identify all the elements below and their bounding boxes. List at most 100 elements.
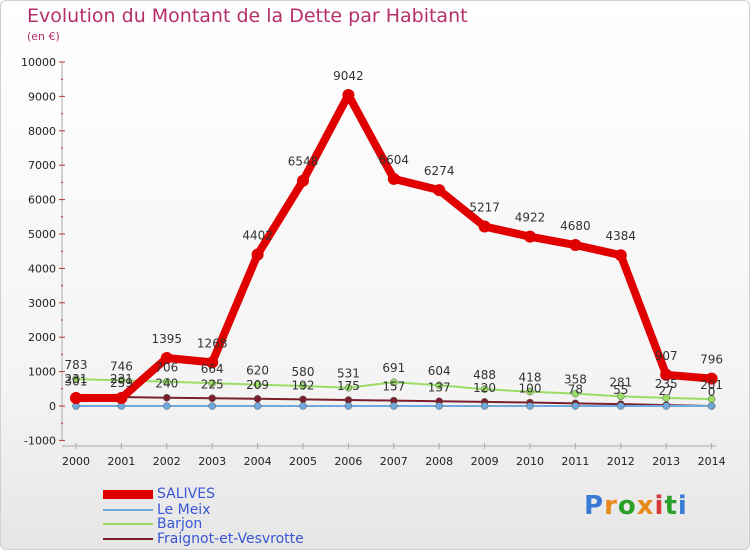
data-label-0: 907 [655,349,678,363]
x-tick-label: 2011 [561,455,589,468]
x-tick-label: 2005 [289,455,317,468]
legend-label-barjon: Barjon [157,516,203,532]
x-tick-label: 2007 [380,455,408,468]
data-point-3 [208,394,216,403]
y-tick-label: 5000 [28,228,56,241]
data-label-0: 4384 [606,229,637,243]
data-point-0 [478,220,491,233]
data-point-0 [70,392,82,405]
axes: -100001000200030004000500060007000800090… [21,56,726,468]
data-label-3: 100 [519,382,542,396]
data-point-0 [614,249,627,262]
y-tick-label: -1000 [24,434,56,447]
series-line-0 [72,90,716,403]
legend-item-le-meix: Le Meix [103,502,210,518]
data-point-0 [251,248,264,261]
data-label-2: 580 [292,365,315,379]
data-label-2: 418 [519,371,542,385]
series-lines [70,88,718,410]
data-point-0 [524,230,536,243]
data-point-1 [526,402,534,410]
data-label-2: 691 [382,361,405,375]
data-label-3: 27 [659,384,674,398]
x-tick-label: 2009 [471,455,499,468]
data-label-3: 259 [110,376,133,390]
legend-label-le-meix: Le Meix [157,502,211,518]
value-labels: 231 231 1395 1268 4402 6548 9042 6604 6274 5217 49… [65,69,724,399]
data-point-2 [344,383,353,392]
data-label-2: 235 [655,377,678,391]
x-tick-label: 2012 [607,455,635,468]
data-point-2 [208,379,216,387]
data-label-2: 358 [564,373,587,387]
data-point-2 [299,382,307,390]
legend-item-salives: SALIVES [103,486,215,502]
data-label-3: 0 [708,385,716,399]
data-label-2: 531 [337,367,360,381]
data-label-3: 175 [337,379,360,393]
legend-swatch-salives [103,489,153,499]
data-point-2 [390,378,398,386]
data-label-3: 137 [428,380,451,394]
legend-swatch-barjon [103,523,153,525]
data-label-0: 796 [700,353,723,367]
data-label-3: 301 [65,375,88,389]
x-tick-label: 2006 [334,455,362,468]
data-point-2 [435,381,443,389]
data-point-0 [297,174,309,187]
data-point-2 [117,376,126,385]
data-point-0 [705,372,718,385]
data-label-3: 78 [568,382,583,396]
data-point-1 [617,402,625,410]
data-label-0: 231 [65,372,88,386]
data-label-2: 746 [110,359,133,373]
data-label-2: 201 [700,378,723,392]
data-label-0: 4922 [515,211,546,225]
data-point-0 [206,356,219,369]
legend-swatch-le-meix [103,509,153,511]
data-point-3 [253,395,262,403]
y-tick-label: 9000 [28,90,56,103]
data-label-0: 1395 [152,332,183,346]
data-point-3 [299,395,307,404]
x-tick-label: 2002 [153,455,181,468]
x-tick-label: 2008 [425,455,453,468]
data-point-1 [344,402,353,410]
x-tick-label: 2004 [244,455,272,468]
data-point-2 [72,375,80,383]
data-label-3: 240 [155,377,178,391]
y-tick-label: 6000 [28,194,56,207]
legend-swatch-fraignot [103,538,153,540]
x-tick-label: 2003 [198,455,226,468]
chart-title: Evolution du Montant de la Dette par Hab… [27,5,468,27]
data-point-2 [662,394,670,402]
y-tick-label: 8000 [28,125,56,138]
data-label-0: 6274 [424,164,455,178]
data-point-2 [480,385,489,393]
data-label-3: 157 [382,380,405,394]
data-point-2 [253,380,262,389]
data-label-3: 225 [201,377,224,391]
y-tick-label: 10000 [21,56,56,69]
data-point-1 [571,402,580,410]
data-label-2: 488 [473,368,496,382]
data-label-0: 6604 [379,153,410,167]
data-label-0: 231 [110,372,133,386]
data-label-0: 4680 [560,219,591,233]
data-label-2: 664 [201,362,224,376]
data-point-1 [253,402,262,410]
y-tick-label: 0 [49,400,56,413]
data-label-2: 620 [246,364,269,378]
data-point-2 [617,392,625,401]
data-point-0 [115,392,128,405]
data-point-2 [571,389,580,398]
data-label-0: 1268 [197,336,228,350]
data-label-3: 192 [292,378,315,392]
data-label-0: 4402 [242,229,273,243]
data-label-2: 706 [155,361,178,375]
data-point-1 [662,402,670,410]
data-point-0 [433,184,446,197]
y-tick-label: 1000 [28,366,56,379]
